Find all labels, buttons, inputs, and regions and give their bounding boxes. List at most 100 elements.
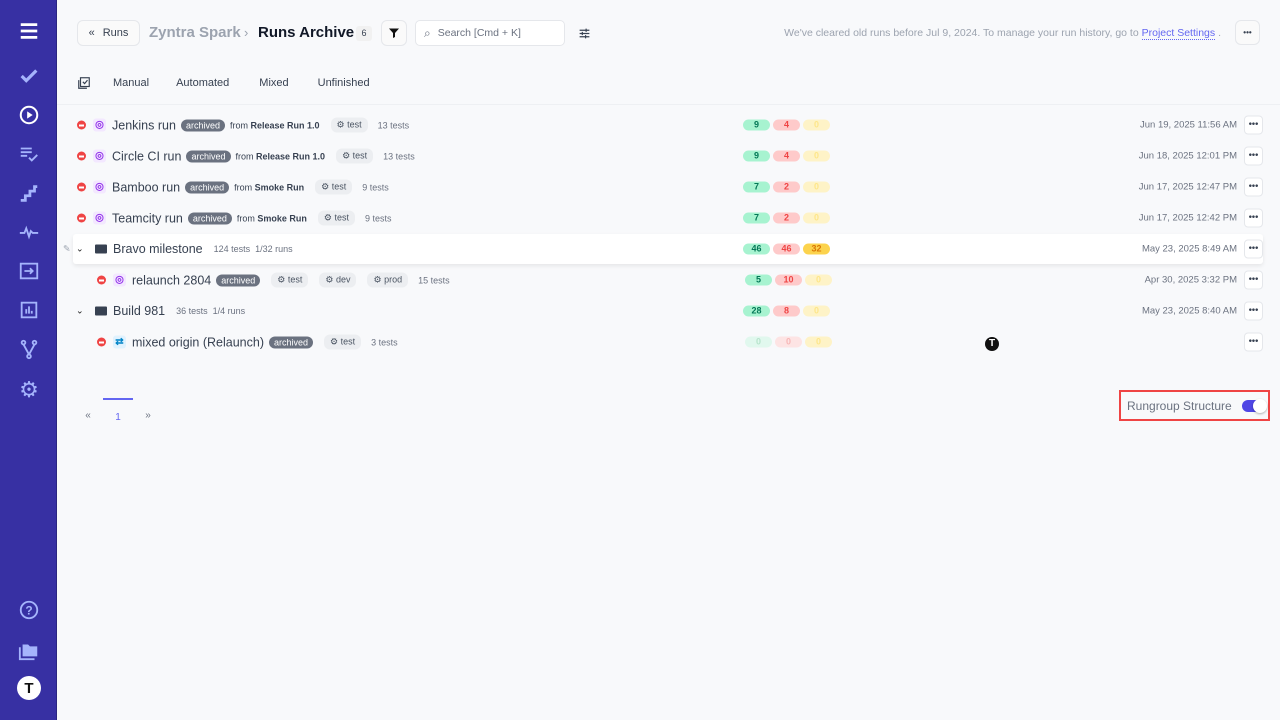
search-icon: ⌕: [424, 25, 431, 40]
row-more-button[interactable]: •••: [1244, 239, 1263, 259]
run-name[interactable]: relaunch 2804: [132, 273, 212, 287]
source-run[interactable]: Smoke Run: [257, 213, 307, 223]
run-date: Jun 17, 2025 12:47 PM: [1138, 181, 1237, 193]
tab-unfinished[interactable]: Unfinished: [317, 77, 370, 89]
tag-label: test: [352, 150, 368, 161]
back-to-runs-button[interactable]: « Runs: [77, 20, 140, 46]
filter-button[interactable]: [381, 20, 407, 46]
source-run[interactable]: Release Run 1.0: [250, 120, 320, 130]
gear-icon[interactable]: ⚙: [19, 377, 39, 402]
runs-count-badge: 6: [356, 26, 372, 41]
avatar[interactable]: T: [17, 676, 41, 700]
tests-count: 15 tests: [418, 275, 450, 285]
run-name[interactable]: mixed origin (Relaunch): [132, 335, 265, 349]
list-check-icon[interactable]: [16, 141, 42, 167]
sidebar: ⚙ ? T: [0, 0, 57, 720]
tag-label: test: [347, 119, 362, 130]
rungroup-structure-toggle[interactable]: [1241, 398, 1267, 413]
run-source: from Release Run 1.0: [230, 120, 320, 130]
env-tag: ⚙ test: [330, 117, 368, 133]
tests-count: 9 tests: [362, 182, 389, 192]
row-more-button[interactable]: •••: [1244, 177, 1263, 197]
automated-run-icon: ◎: [93, 211, 106, 225]
run-name[interactable]: Bamboo run: [112, 180, 181, 194]
skipped-count: 0: [805, 336, 832, 348]
toggle-label: Rungroup Structure: [1127, 398, 1232, 413]
group-name[interactable]: Bravo milestone: [113, 242, 203, 256]
run-row[interactable]: ◎ relaunch 2804 archived ⚙ test ⚙ dev ⚙ prod 1…: [73, 265, 1263, 295]
pin-icon[interactable]: ✎: [63, 243, 71, 254]
settings-sliders-button[interactable]: [574, 22, 594, 44]
tab-mixed[interactable]: Mixed: [259, 77, 289, 89]
automated-run-icon: ◎: [113, 273, 126, 287]
archived-badge: archived: [186, 150, 231, 162]
chart-icon[interactable]: [16, 297, 42, 323]
breadcrumb-separator: ›: [244, 25, 249, 40]
cursor-avatar-icon: T: [985, 337, 999, 351]
failed-count: 10: [775, 274, 802, 286]
source-run[interactable]: Smoke Run: [254, 182, 305, 192]
row-more-button[interactable]: •••: [1244, 270, 1263, 290]
row-more-button[interactable]: •••: [1244, 301, 1263, 321]
run-row[interactable]: ◎ Circle CI run archived from Release Run 1…: [73, 141, 1263, 171]
from-label: from: [234, 182, 253, 192]
row-more-button[interactable]: •••: [1244, 332, 1263, 352]
rungroup-row[interactable]: ✎ ⌄ Bravo milestone 124 tests 1/32 runs 46 4…: [63, 234, 1263, 264]
archived-badge: archived: [180, 119, 225, 131]
menu-icon[interactable]: [16, 18, 42, 44]
row-more-button[interactable]: •••: [1244, 208, 1263, 228]
help-icon[interactable]: ?: [16, 597, 42, 623]
folder-icon[interactable]: [16, 637, 42, 663]
source-run[interactable]: Release Run 1.0: [256, 151, 326, 161]
project-settings-link[interactable]: Project Settings: [1141, 27, 1216, 40]
stairs-icon[interactable]: [16, 180, 42, 206]
skipped-count: 0: [803, 119, 830, 131]
run-source: from Release Run 1.0: [236, 151, 326, 161]
tab-manual[interactable]: Manual: [113, 77, 150, 89]
archived-badge: archived: [185, 181, 230, 193]
run-row[interactable]: ⇄ mixed origin (Relaunch) archived ⚙ test 3 …: [73, 327, 1263, 357]
pulse-icon[interactable]: [16, 219, 42, 245]
rungroup-structure-setting: Rungroup Structure: [1119, 390, 1270, 421]
next-page-button[interactable]: »: [145, 410, 151, 421]
skipped-count: 0: [805, 274, 832, 286]
run-row[interactable]: ◎ Bamboo run archived from Smoke Run ⚙ test 9…: [73, 172, 1263, 202]
rungroup-row[interactable]: ⌄ Build 981 36 tests 1/4 runs 28 8 0 May 23,…: [73, 296, 1263, 326]
tests-count: 9 tests: [365, 213, 392, 223]
check-icon[interactable]: [16, 63, 42, 89]
result-stats: 5 10 0: [745, 274, 832, 286]
passed-count: 46: [743, 243, 770, 255]
run-name[interactable]: Teamcity run: [112, 211, 183, 225]
chevron-down-icon[interactable]: ⌄: [76, 243, 84, 254]
run-name[interactable]: Circle CI run: [112, 149, 182, 163]
skipped-count: 0: [803, 150, 830, 162]
header-more-button[interactable]: •••: [1235, 20, 1260, 45]
filter-tabs: Manual Automated Mixed Unfinished: [73, 76, 370, 90]
select-all-icon[interactable]: [77, 76, 91, 90]
prev-page-button[interactable]: «: [85, 410, 91, 421]
page-1-button[interactable]: 1: [103, 398, 133, 423]
group-runs: 1/4 runs: [212, 306, 246, 316]
search-input[interactable]: ⌕ Search [Cmd + K]: [415, 20, 565, 46]
breadcrumb-project[interactable]: Zyntra Spark: [149, 24, 241, 41]
tag-label: test: [334, 212, 350, 223]
run-row[interactable]: ◎ Teamcity run archived from Smoke Run ⚙ tes…: [73, 203, 1263, 233]
env-tag: ⚙ test: [271, 272, 309, 288]
row-more-button[interactable]: •••: [1244, 115, 1263, 135]
run-row[interactable]: ◎ Jenkins run archived from Release Run 1.0…: [73, 110, 1263, 140]
play-icon[interactable]: [16, 102, 42, 128]
tag-label: test: [340, 336, 356, 347]
page-title: Runs Archive: [258, 24, 355, 41]
group-name[interactable]: Build 981: [113, 304, 166, 318]
chevron-down-icon[interactable]: ⌄: [76, 305, 84, 316]
row-more-button[interactable]: •••: [1244, 146, 1263, 166]
env-tag: ⚙ test: [336, 148, 374, 164]
pagination: « 1 »: [73, 398, 163, 423]
branch-icon[interactable]: [16, 336, 42, 362]
tab-automated[interactable]: Automated: [176, 77, 230, 89]
run-date: Jun 19, 2025 11:56 AM: [1139, 119, 1237, 131]
import-icon[interactable]: [16, 258, 42, 284]
run-name[interactable]: Jenkins run: [112, 118, 176, 132]
failed-count: 8: [773, 305, 800, 317]
from-label: from: [236, 213, 255, 223]
